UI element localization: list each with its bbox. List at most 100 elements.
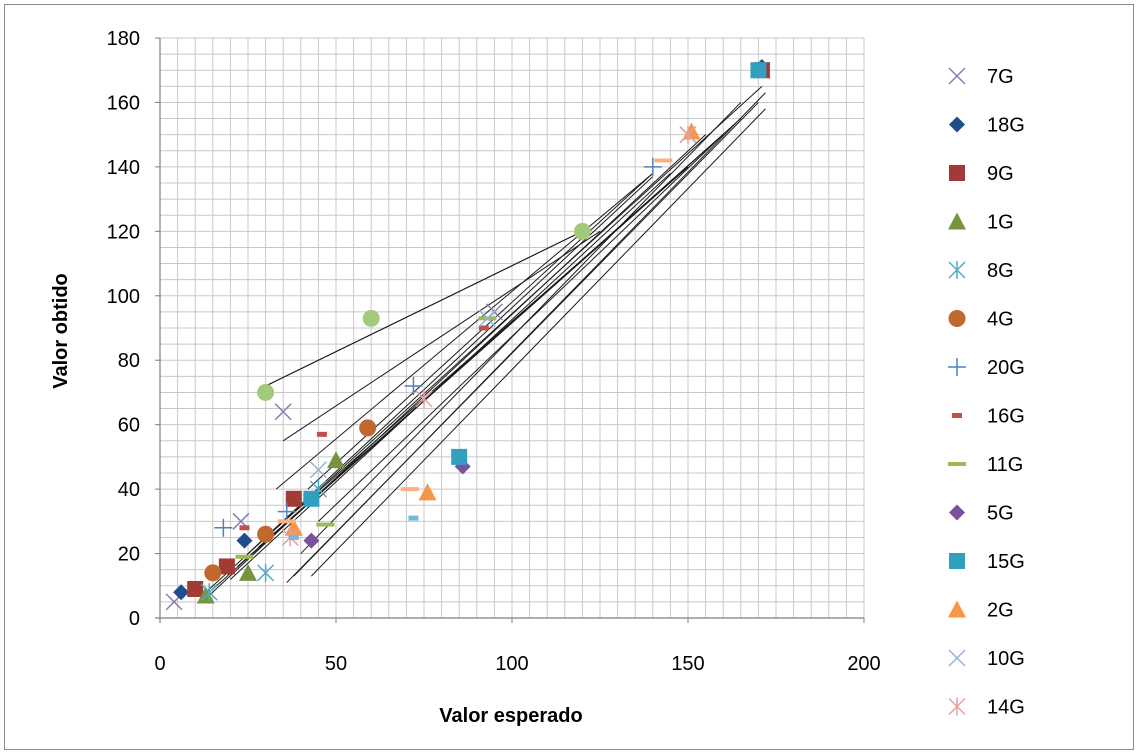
trendline: [265, 230, 583, 387]
data-point: [257, 563, 275, 582]
data-point: [187, 581, 204, 597]
data-point: [679, 125, 697, 144]
data-point: [316, 431, 327, 437]
data-point: [200, 583, 218, 602]
marker-stroke: [274, 403, 292, 421]
y-tick-label: 160: [107, 92, 140, 114]
marker-stroke: [478, 309, 496, 327]
data-point: [408, 515, 419, 521]
data-point: [235, 554, 254, 559]
legend: 7G 18G 9G 1G 8G 4G 20G 16G 11G 5G 15G 2G 10G 14G: [948, 66, 1025, 719]
trendline: [318, 134, 724, 522]
legend-label: 7G: [987, 66, 1014, 88]
y-tick-label: 100: [107, 286, 140, 308]
legend-marker: [948, 649, 966, 667]
axes: [155, 37, 865, 623]
legend-marker: [948, 697, 966, 716]
legend-marker: [948, 212, 966, 230]
data-point: [654, 158, 673, 163]
legend-label: 15G: [987, 551, 1025, 573]
data-point: [274, 403, 292, 421]
legend-label: 8G: [987, 260, 1014, 282]
legend-marker: [952, 413, 962, 418]
legend-label: 4G: [987, 309, 1014, 331]
legend-label: 1G: [987, 212, 1014, 234]
data-point: [284, 518, 303, 536]
legend-label: 10G: [987, 648, 1025, 670]
data-point: [478, 325, 489, 331]
data-point: [214, 518, 233, 537]
scatter-chart: 0 20 40 60 80 100 120 140 160 180 0 50 100 150 200 Val…: [50, 28, 1025, 727]
data-point: [750, 62, 767, 79]
legend-marker: [948, 600, 966, 618]
data-point: [309, 461, 327, 479]
legend-label: 20G: [987, 357, 1025, 379]
legend-label: 5G: [987, 503, 1014, 525]
trendline: [311, 108, 766, 577]
legend-marker: [948, 67, 966, 85]
data-point: [643, 157, 662, 176]
data-point: [236, 532, 253, 549]
data-point: [285, 490, 302, 507]
data-point: [573, 222, 591, 240]
data-point: [218, 558, 235, 575]
trendline: [282, 230, 601, 442]
trendline: [307, 172, 654, 490]
legend-label: 16G: [987, 406, 1025, 428]
y-tick-label: 180: [107, 28, 140, 50]
x-axis-title: Valor esperado: [439, 705, 582, 727]
y-tick-label: 20: [118, 544, 140, 566]
data-point: [451, 448, 468, 465]
y-axis-title: Valor obtido: [50, 273, 72, 389]
y-tick-label: 60: [118, 415, 140, 437]
tick-labels: 0 20 40 60 80 100 120 140 160 180 0 50 100 150 200: [107, 28, 881, 675]
data-point: [204, 564, 222, 582]
data-point: [303, 532, 320, 549]
marker-stroke: [309, 461, 327, 479]
x-tick-label: 100: [495, 653, 528, 675]
data-point: [303, 490, 320, 507]
data-point: [257, 525, 275, 543]
data-point: [404, 377, 423, 395]
data-points: [165, 59, 771, 611]
legend-label: 18G: [987, 115, 1025, 137]
x-tick-label: 200: [847, 653, 880, 675]
trendline: [275, 172, 654, 490]
legend-marker: [948, 310, 966, 327]
y-tick-label: 0: [129, 608, 140, 630]
y-tick-label: 40: [118, 479, 140, 501]
x-tick-label: 0: [154, 653, 165, 675]
legend-marker: [949, 504, 965, 521]
data-point: [239, 563, 257, 581]
data-point: [277, 519, 296, 524]
legend-marker: [948, 358, 966, 376]
data-point: [173, 584, 190, 601]
legend-marker: [949, 553, 965, 569]
grid: [160, 37, 865, 618]
data-point: [415, 389, 433, 408]
data-point: [257, 383, 275, 401]
x-tick-label: 150: [671, 653, 704, 675]
data-point: [362, 309, 380, 327]
legend-marker: [949, 116, 965, 133]
y-tick-label: 140: [107, 157, 140, 179]
trendlines: [201, 85, 766, 603]
chart-frame: 0 20 40 60 80 100 120 140 160 180 0 50 100 150 200 Val…: [4, 4, 1134, 750]
marker-stroke: [232, 512, 250, 530]
data-point: [277, 502, 296, 521]
y-tick-label: 120: [107, 221, 140, 243]
data-point: [316, 522, 335, 527]
data-point: [418, 483, 437, 501]
data-point: [239, 525, 250, 531]
data-point: [288, 534, 299, 540]
legend-label: 9G: [987, 163, 1014, 185]
legend-marker: [948, 462, 966, 466]
legend-marker: [948, 261, 966, 279]
trendline: [247, 176, 654, 554]
legend-label: 2G: [987, 600, 1014, 622]
data-point: [359, 419, 377, 437]
data-point: [478, 309, 496, 327]
data-point: [327, 451, 345, 469]
y-tick-label: 80: [118, 350, 140, 372]
legend-marker: [949, 165, 965, 181]
